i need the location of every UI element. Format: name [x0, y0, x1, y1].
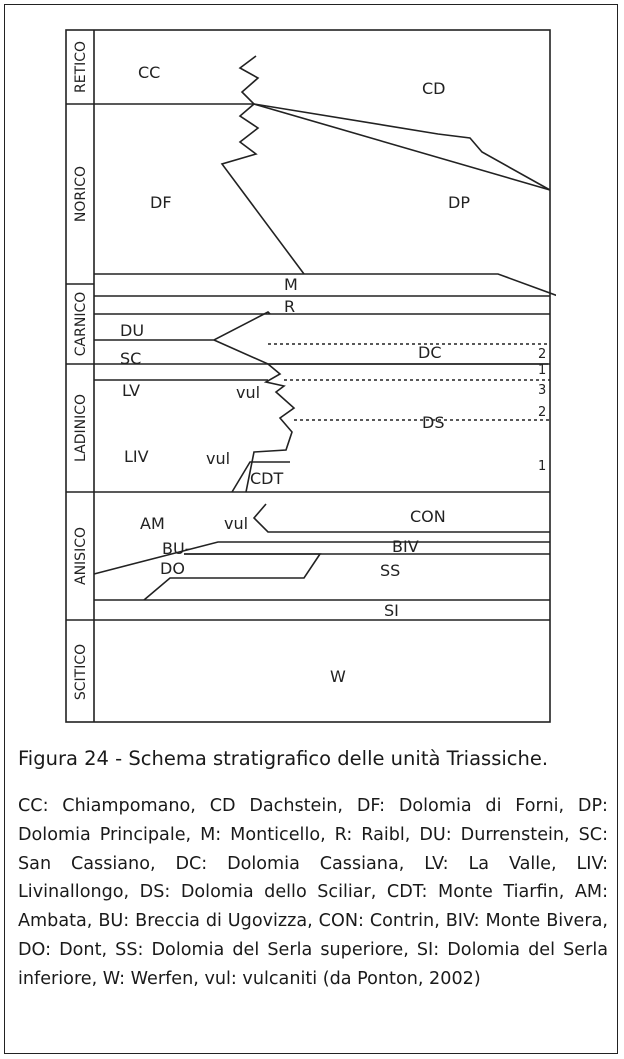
- unit-label-liv: LIV: [124, 447, 149, 466]
- unit-label-am: AM: [140, 514, 165, 533]
- unit-label-vul-1: vul: [236, 383, 260, 402]
- unit-label-r: R: [284, 297, 295, 316]
- dc-number-1: 1: [538, 363, 546, 378]
- stratigraphic-chart: RETICO NORICO CARNICO LADINICO ANISICO S…: [65, 29, 556, 723]
- unit-label-df: DF: [150, 193, 172, 212]
- unit-label-cdt: CDT: [250, 469, 283, 488]
- unit-label-ss: SS: [380, 561, 400, 580]
- unit-label-biv: BIV: [392, 537, 419, 556]
- ds-number-1: 1: [538, 459, 546, 474]
- figure-caption: Figura 24 - Schema stratigrafico delle u…: [18, 747, 549, 770]
- unit-label-ds: DS: [422, 413, 444, 432]
- stratigraphic-diagram: RETICO NORICO CARNICO LADINICO ANISICO S…: [58, 22, 556, 730]
- dc-number-2: 2: [538, 347, 546, 362]
- unit-label-m: M: [284, 275, 298, 294]
- unit-label-cc: CC: [138, 63, 160, 82]
- figure-frame: [4, 4, 618, 1054]
- unit-label-vul-2: vul: [206, 449, 230, 468]
- unit-label-du: DU: [120, 321, 144, 340]
- cdt-top: [231, 461, 290, 493]
- unit-label-si: SI: [384, 601, 399, 620]
- stage-label-anisico: ANISICO: [73, 527, 89, 585]
- stage-label-retico: RETICO: [73, 41, 89, 93]
- stage-label-ladinico: LADINICO: [73, 394, 89, 462]
- unit-label-con: CON: [410, 507, 446, 526]
- unit-label-do: DO: [160, 559, 185, 578]
- stage-label-norico: NORICO: [73, 166, 89, 222]
- stage-label-carnico: CARNICO: [73, 292, 89, 356]
- m-top: [94, 273, 556, 297]
- ds-number-3: 3: [538, 383, 546, 398]
- bu-top: [93, 541, 550, 575]
- chart-border: [65, 29, 551, 723]
- du-base: [94, 311, 271, 341]
- unit-label-lv: LV: [122, 381, 140, 400]
- unit-label-w: W: [330, 667, 346, 686]
- ds-number-2: 2: [538, 405, 546, 420]
- unit-label-dp: DP: [448, 193, 470, 212]
- cc-df-zigzag: [220, 55, 305, 275]
- unit-label-cd: CD: [422, 79, 446, 98]
- unit-label-bu: BU-: [162, 539, 190, 558]
- stage-label-scitico: SCITICO: [73, 644, 89, 700]
- cd-dp-zigzag: [253, 103, 551, 191]
- ds-zigzag: [245, 363, 296, 493]
- am-con-boundary: [252, 503, 550, 533]
- figure-legend: CC: Chiampomano, CD Dachstein, DF: Dolom…: [18, 796, 608, 989]
- do-ss-boundary: [143, 553, 322, 601]
- unit-label-dc: DC: [418, 343, 442, 362]
- unit-label-sc: SC: [120, 349, 141, 368]
- cc-cd-boundary: [94, 103, 551, 191]
- unit-label-vul-3: vul: [224, 514, 248, 533]
